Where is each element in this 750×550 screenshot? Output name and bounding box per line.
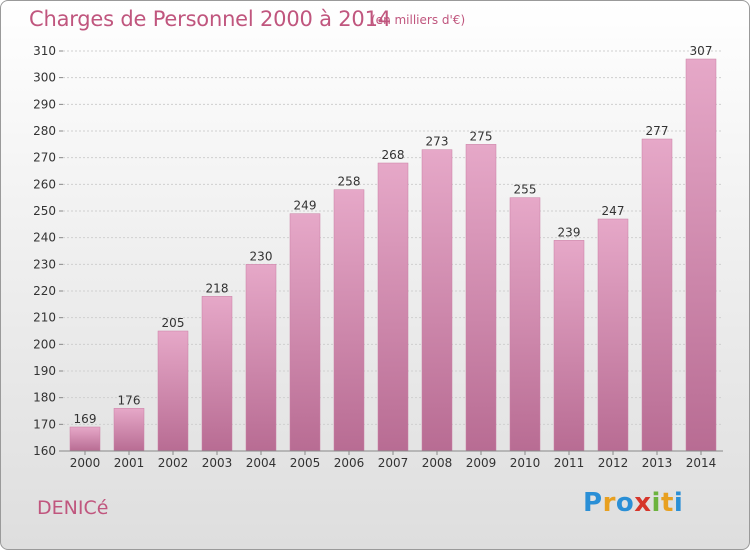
y-tick-label: 300 (33, 71, 56, 85)
bar-2013 (641, 138, 673, 452)
value-label: 176 (118, 393, 141, 407)
x-tick-label: 2006 (334, 456, 365, 470)
value-label: 268 (382, 148, 405, 162)
x-tick-label: 2004 (246, 456, 277, 470)
y-tick-label: 240 (33, 231, 56, 245)
y-tick-label: 190 (33, 364, 56, 378)
y-tick-label: 180 (33, 391, 56, 405)
x-tick-label: 2012 (598, 456, 629, 470)
bar-2004 (245, 264, 277, 452)
bar-2008 (421, 149, 453, 452)
x-tick-label: 2003 (202, 456, 233, 470)
y-tick-label: 280 (33, 124, 56, 138)
proxiti-logo[interactable]: Proxiti (583, 488, 683, 518)
logo-letter: i (651, 488, 661, 518)
value-label: 258 (338, 175, 361, 189)
x-tick-label: 2001 (114, 456, 145, 470)
x-axis-ticks: 2000 2001 2002 2003 2004 2005 2006 2007 2008 2009… (70, 451, 717, 470)
value-label: 218 (206, 281, 229, 295)
bar-2014 (685, 58, 717, 452)
y-tick-label: 160 (33, 444, 56, 458)
y-axis-ticks: 160 170 180 190 200 210 220 230 240 250 260 270 280 2… (33, 44, 63, 458)
logo-letter: t (660, 488, 674, 518)
bar-2005 (289, 213, 321, 452)
y-tick-label: 260 (33, 177, 56, 191)
value-label: 277 (646, 124, 669, 138)
x-tick-label: 2009 (466, 456, 497, 470)
x-tick-label: 2011 (554, 456, 585, 470)
x-tick-label: 2007 (378, 456, 409, 470)
value-label: 247 (602, 204, 625, 218)
x-tick-label: 2005 (290, 456, 321, 470)
bar-2000 (69, 426, 101, 452)
y-tick-label: 220 (33, 284, 56, 298)
value-labels: 169 176 205 218 230 249 258 268 273 275 255 239 247 2… (74, 44, 713, 426)
x-tick-label: 2002 (158, 456, 189, 470)
value-label: 205 (162, 316, 185, 330)
y-tick-label: 310 (33, 44, 56, 58)
logo-letter: x (634, 488, 652, 518)
y-tick-label: 200 (33, 337, 56, 351)
value-label: 249 (294, 199, 317, 213)
bar-2010 (509, 197, 541, 452)
value-label: 307 (690, 44, 713, 58)
logo-letter: r (602, 488, 616, 518)
bar-2002 (157, 330, 189, 452)
bar-2012 (597, 218, 629, 452)
y-tick-label: 270 (33, 151, 56, 165)
commune-name: DENICé (37, 497, 109, 519)
value-label: 273 (426, 135, 449, 149)
y-tick-label: 290 (33, 97, 56, 111)
x-tick-label: 2000 (70, 456, 101, 470)
y-tick-label: 250 (33, 204, 56, 218)
x-tick-label: 2008 (422, 456, 453, 470)
bar-2001 (113, 408, 145, 452)
value-label: 230 (250, 249, 273, 263)
bar-2003 (201, 296, 233, 452)
bar-2007 (377, 162, 409, 452)
bar-2011 (553, 240, 585, 452)
bars (69, 58, 717, 452)
bar-2009 (465, 144, 497, 452)
y-tick-label: 170 (33, 417, 56, 431)
value-label: 275 (470, 129, 493, 143)
chart-title: Charges de Personnel 2000 à 2014 (29, 7, 391, 31)
value-label: 169 (74, 412, 97, 426)
bar-2006 (333, 189, 365, 452)
x-tick-label: 2010 (510, 456, 541, 470)
chart-subtitle: (en milliers d'€) (371, 13, 466, 27)
y-tick-label: 210 (33, 311, 56, 325)
logo-letter: P (583, 488, 603, 518)
logo-letter: i (673, 488, 684, 518)
x-tick-label: 2013 (642, 456, 673, 470)
logo-letter: o (615, 488, 635, 518)
x-tick-label: 2014 (686, 456, 717, 470)
value-label: 255 (514, 183, 537, 197)
value-label: 239 (558, 225, 581, 239)
y-tick-label: 230 (33, 257, 56, 271)
